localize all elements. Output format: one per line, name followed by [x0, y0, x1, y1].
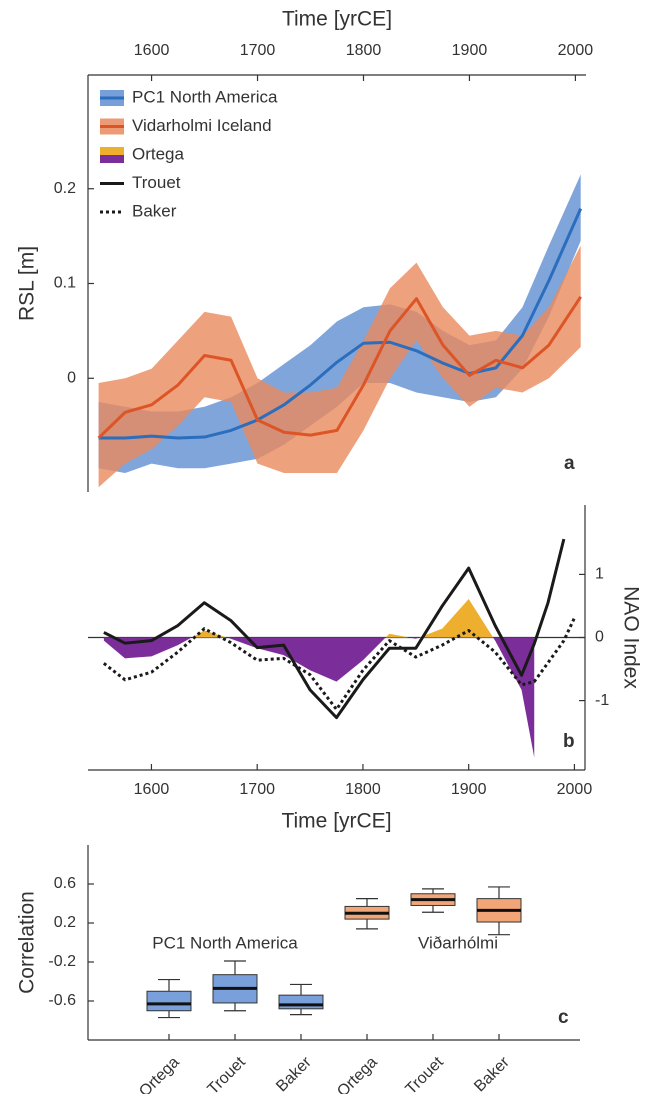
x-tick-label: Baker [471, 1053, 513, 1094]
panel-label: c [558, 1007, 569, 1028]
line [98, 208, 583, 440]
legend-label: Ortega [132, 144, 185, 163]
legend-label: PC1 North America [132, 87, 278, 106]
panel-label: a [564, 453, 575, 474]
x-axis-label: Time [yrCE] [282, 8, 392, 31]
box [278, 994, 324, 1010]
legend-swatch [100, 155, 124, 163]
y-tick-label: 0.1 [54, 275, 76, 292]
y-tick-label: -1 [595, 692, 609, 709]
line [103, 538, 566, 720]
y-tick-label: 0 [67, 369, 76, 386]
line [97, 295, 582, 440]
x-tick-label: 2000 [558, 42, 594, 59]
y-axis-label: NAO Index [619, 586, 642, 689]
y-tick-label: 0 [595, 629, 604, 646]
x-tick-label: 1600 [134, 42, 170, 59]
group-label: Viðarhólmi [418, 933, 498, 952]
y-axis-label: Correlation [16, 891, 39, 994]
x-tick-label: 1600 [134, 781, 170, 798]
legend-label: Vidarholmi Iceland [132, 116, 272, 135]
y-tick-label: -0.2 [48, 953, 76, 970]
box [146, 990, 192, 1012]
y-tick-label: -0.6 [48, 992, 76, 1009]
x-tick-label: 1800 [346, 42, 382, 59]
legend-label: Baker [132, 201, 177, 220]
y-axis-label: RSL [m] [16, 246, 39, 321]
area-negative [103, 637, 535, 758]
x-tick-label: 1800 [345, 781, 381, 798]
x-tick-label: Baker [273, 1053, 315, 1094]
x-tick-label: 1900 [451, 781, 487, 798]
legend-label: Trouet [132, 173, 181, 192]
x-tick-label: 2000 [557, 781, 593, 798]
y-tick-label: 0.2 [54, 914, 76, 931]
confidence-band [98, 174, 581, 474]
x-tick-label: Ortega [136, 1054, 183, 1094]
x-tick-label: Trouet [403, 1053, 448, 1094]
panel-label: b [563, 731, 575, 752]
line [102, 617, 576, 711]
legend-swatch [100, 147, 124, 155]
x-tick-label: 1900 [452, 42, 488, 59]
group-label: PC1 North America [152, 933, 298, 952]
x-tick-label: 1700 [239, 781, 275, 798]
x-tick-label: Ortega [334, 1054, 381, 1094]
x-tick-label: Trouet [205, 1053, 250, 1094]
x-axis-label: Time [yrCE] [281, 810, 391, 833]
area-positive [103, 599, 535, 638]
y-tick-label: 0.2 [54, 180, 76, 197]
x-tick-label: 1700 [240, 42, 276, 59]
y-tick-label: 1 [595, 566, 604, 583]
y-tick-label: 0.6 [54, 875, 76, 892]
